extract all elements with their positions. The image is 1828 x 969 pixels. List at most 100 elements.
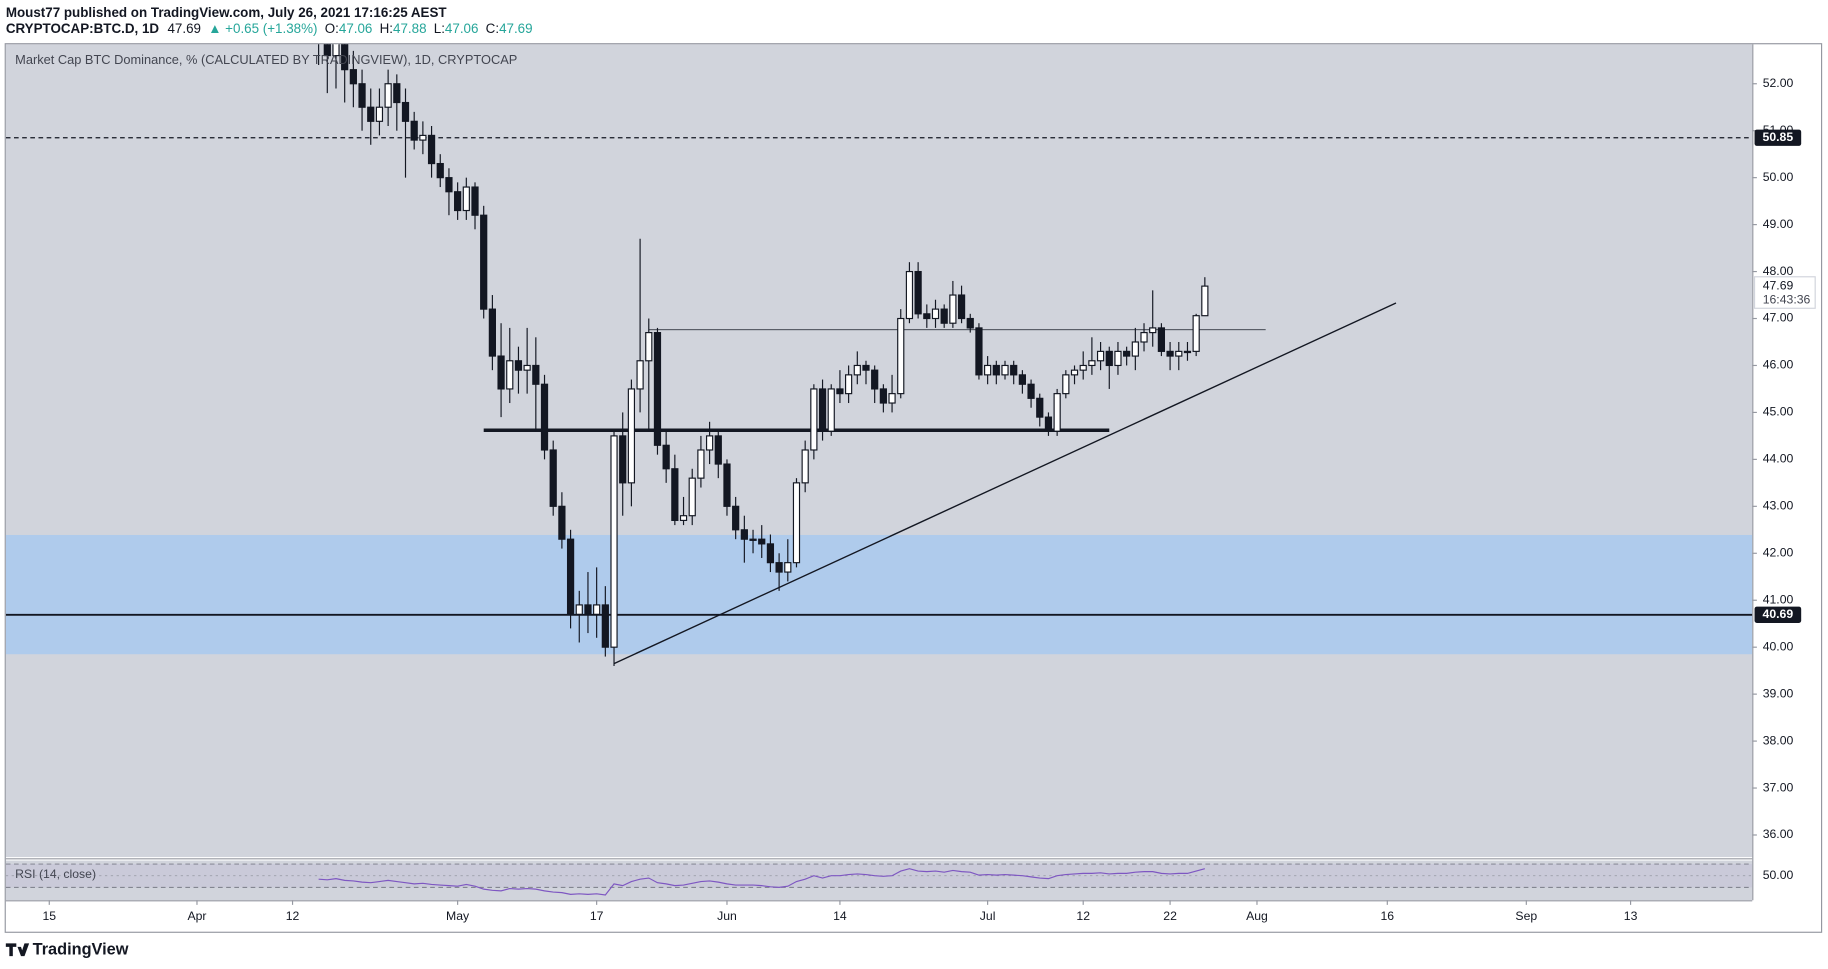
candle-body	[931, 308, 940, 320]
x-tick-label: Jun	[717, 909, 737, 923]
candle-body	[897, 317, 905, 395]
candle-body	[575, 604, 583, 615]
candle-body	[871, 369, 879, 390]
x-tick-label: 17	[590, 909, 604, 923]
x-tick-label: 15	[42, 909, 56, 923]
candle-body	[1001, 364, 1009, 376]
candle-body	[1044, 416, 1053, 432]
candle-body	[401, 101, 410, 122]
candle-body	[454, 191, 462, 212]
candle-body	[532, 364, 540, 385]
candle-body	[975, 327, 983, 376]
candle-body	[1175, 350, 1183, 357]
candle-body	[584, 604, 592, 615]
candle-body	[949, 294, 957, 324]
candle-body	[879, 388, 887, 404]
price-label-box	[1754, 129, 1802, 146]
candle-body	[462, 186, 470, 212]
candle-body	[1201, 285, 1209, 317]
candle-body	[914, 270, 922, 315]
candle-body	[341, 44, 349, 71]
candle-body	[1149, 327, 1157, 334]
candle-body	[645, 332, 653, 362]
open-label: O:	[325, 21, 339, 36]
candle-body	[480, 214, 488, 310]
candle-body	[1157, 327, 1166, 352]
candle-body	[497, 355, 505, 390]
y-tick-label: 41.00	[1763, 592, 1794, 606]
y-tick-label: 52.00	[1763, 76, 1794, 90]
candle-body	[845, 374, 853, 395]
candle-body	[957, 294, 966, 320]
candle-body	[549, 449, 557, 507]
candle-body	[323, 44, 331, 57]
candle-body	[905, 270, 914, 320]
candle-body	[662, 444, 670, 470]
candle-body	[566, 538, 575, 615]
candle-body	[1018, 374, 1027, 385]
candle-body	[940, 308, 948, 324]
candle-body	[784, 562, 792, 573]
x-tick-label: Sep	[1515, 909, 1537, 923]
x-tick-label: 14	[833, 909, 847, 923]
candle-body	[679, 515, 688, 521]
close-value: 47.69	[499, 21, 533, 36]
candle-body	[1027, 383, 1035, 399]
y-tick-label: 46.00	[1763, 358, 1794, 372]
candle-body	[801, 449, 809, 484]
candle-body	[358, 83, 366, 108]
last-price: 47.69	[167, 21, 201, 36]
candle-body	[1062, 374, 1070, 395]
candle-body	[593, 604, 601, 615]
candle-body	[1140, 332, 1148, 343]
rsi-tick-label: 50.00	[1763, 868, 1794, 882]
quote-line: CRYPTOCAP:BTC.D, 1D 47.69 ▲ +0.65 (+1.38…	[6, 21, 533, 36]
candle-body	[1070, 369, 1079, 376]
x-tick-label: 22	[1163, 909, 1177, 923]
candle-body	[740, 529, 748, 540]
low-label: L:	[434, 21, 445, 36]
candle-body	[775, 562, 783, 573]
y-tick-label: 42.00	[1763, 546, 1794, 560]
x-tick-label: 12	[1076, 909, 1090, 923]
y-tick-label: 45.00	[1763, 405, 1794, 419]
low-value: 47.06	[445, 21, 479, 36]
candle-body	[349, 69, 357, 85]
candle-body	[636, 360, 644, 390]
candle-body	[514, 360, 523, 371]
x-tick-label: 12	[286, 909, 300, 923]
price-label: 50.85	[1763, 130, 1794, 144]
published: Moust77 published on TradingView.com, Ju…	[6, 4, 448, 19]
symbol: CRYPTOCAP:BTC.D, 1D	[6, 21, 160, 36]
candle-body	[827, 388, 835, 432]
y-tick-label: 50.00	[1763, 170, 1794, 184]
candle-body	[436, 162, 444, 179]
chart-title: Market Cap BTC Dominance, % (CALCULATED …	[15, 52, 517, 67]
x-tick-label: May	[446, 909, 470, 923]
candle-body	[1079, 364, 1087, 371]
plot	[5, 44, 1753, 666]
candle-body	[714, 435, 722, 465]
candle-body	[1166, 350, 1174, 357]
candle-body	[749, 538, 757, 541]
open-value: 47.06	[339, 21, 373, 36]
y-tick-label: 47.00	[1763, 311, 1794, 325]
candle-body	[705, 435, 714, 451]
candle-body	[1096, 350, 1105, 362]
candle-body	[723, 463, 731, 507]
axes: 36.00 37.00 38.00 39.00 40.00 41.00 42.00 43.00…	[42, 76, 1816, 923]
countdown: 16:43:36	[1763, 292, 1811, 306]
candle-body	[653, 332, 662, 446]
rsi-background	[5, 860, 1753, 901]
candle-body	[1123, 350, 1131, 357]
price-label-box	[1754, 606, 1802, 623]
candle-body	[1036, 397, 1044, 418]
candle-body	[1114, 350, 1122, 367]
footer-logo: TradingView	[5, 941, 129, 959]
brand: TradingView	[33, 941, 129, 959]
candle-body	[610, 435, 618, 648]
candle-body	[627, 388, 636, 484]
high-label: H:	[380, 21, 393, 36]
x-tick-label: Apr	[187, 909, 206, 923]
